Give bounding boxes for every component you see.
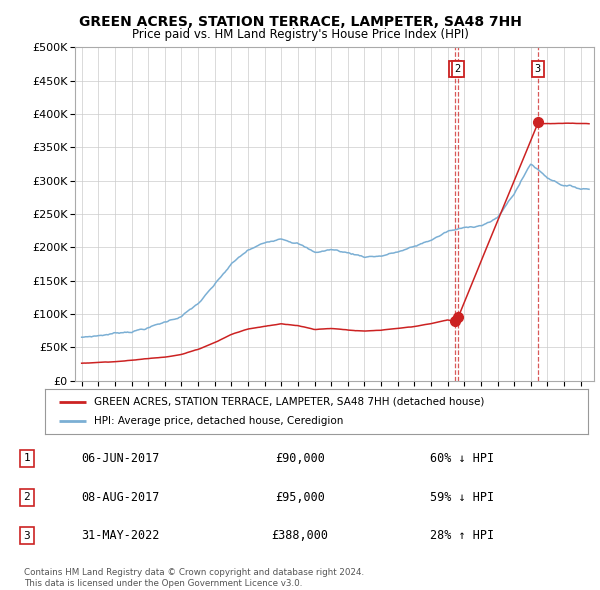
Text: 28% ↑ HPI: 28% ↑ HPI <box>430 529 494 542</box>
Text: £95,000: £95,000 <box>275 490 325 504</box>
Text: 2: 2 <box>23 492 31 502</box>
Text: Contains HM Land Registry data © Crown copyright and database right 2024.: Contains HM Land Registry data © Crown c… <box>24 568 364 576</box>
Text: 2: 2 <box>455 64 461 74</box>
Text: 59% ↓ HPI: 59% ↓ HPI <box>430 490 494 504</box>
Text: 3: 3 <box>23 531 31 541</box>
Text: 3: 3 <box>535 64 541 74</box>
Text: 06-JUN-2017: 06-JUN-2017 <box>81 452 159 465</box>
Text: 1: 1 <box>452 64 458 74</box>
Text: 31-MAY-2022: 31-MAY-2022 <box>81 529 159 542</box>
Text: £388,000: £388,000 <box>271 529 329 542</box>
Text: GREEN ACRES, STATION TERRACE, LAMPETER, SA48 7HH: GREEN ACRES, STATION TERRACE, LAMPETER, … <box>79 15 521 29</box>
Text: 1: 1 <box>23 453 31 463</box>
Text: 08-AUG-2017: 08-AUG-2017 <box>81 490 159 504</box>
Text: HPI: Average price, detached house, Ceredigion: HPI: Average price, detached house, Cere… <box>94 417 343 426</box>
Text: GREEN ACRES, STATION TERRACE, LAMPETER, SA48 7HH (detached house): GREEN ACRES, STATION TERRACE, LAMPETER, … <box>94 397 484 407</box>
Text: Price paid vs. HM Land Registry's House Price Index (HPI): Price paid vs. HM Land Registry's House … <box>131 28 469 41</box>
Text: £90,000: £90,000 <box>275 452 325 465</box>
Text: 60% ↓ HPI: 60% ↓ HPI <box>430 452 494 465</box>
Text: This data is licensed under the Open Government Licence v3.0.: This data is licensed under the Open Gov… <box>24 579 302 588</box>
